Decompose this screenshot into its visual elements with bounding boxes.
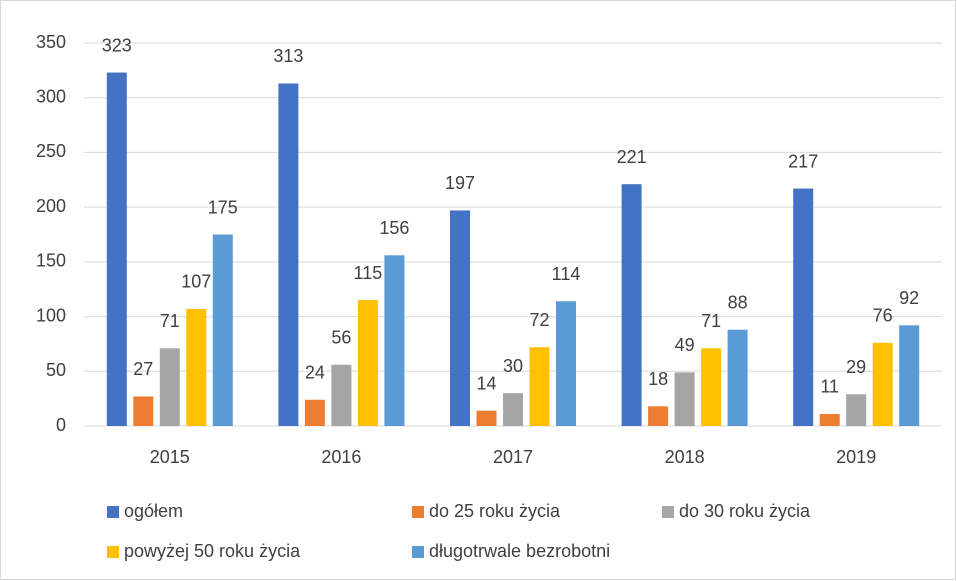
data-label: 217: [788, 151, 818, 171]
legend-swatch: [107, 506, 119, 518]
data-label: 323: [102, 35, 132, 55]
legend-label: do 30 roku życia: [679, 501, 811, 521]
bar: [106, 72, 127, 426]
y-tick-label: 0: [56, 415, 66, 435]
bar: [450, 210, 470, 426]
legend-swatch: [412, 546, 424, 558]
bar: [674, 372, 695, 426]
bar: [872, 342, 893, 426]
data-label: 29: [846, 357, 866, 377]
data-label: 18: [648, 369, 668, 389]
bar: [727, 329, 748, 426]
bar: [133, 396, 154, 426]
bar: [186, 308, 207, 426]
bar: [357, 300, 378, 426]
bar: [899, 325, 920, 426]
bar: [331, 364, 352, 426]
bar: [503, 393, 523, 426]
data-label: 175: [208, 197, 238, 217]
bar: [819, 413, 840, 426]
data-label: 49: [675, 335, 695, 355]
data-label: 88: [728, 292, 748, 312]
y-tick-label: 150: [36, 251, 66, 271]
x-tick-label: 2018: [665, 447, 705, 467]
y-tick-label: 100: [36, 305, 66, 325]
data-label: 221: [617, 147, 647, 167]
data-label: 72: [529, 310, 549, 330]
data-label: 24: [305, 362, 325, 382]
y-tick-label: 300: [36, 86, 66, 106]
data-label: 114: [552, 264, 581, 284]
data-label: 156: [379, 218, 409, 238]
data-label: 14: [476, 373, 496, 393]
data-label: 92: [899, 288, 919, 308]
data-label: 56: [331, 327, 351, 347]
data-label: 313: [273, 46, 303, 66]
x-tick-label: 2017: [493, 447, 533, 467]
data-label: 71: [160, 311, 180, 331]
bar: [621, 184, 642, 426]
bar: [793, 188, 814, 426]
legend-label: długotrwale bezrobotni: [429, 541, 610, 561]
legend-label: do 25 roku życia: [429, 501, 561, 521]
bar: [846, 394, 867, 426]
data-label: 30: [503, 356, 523, 376]
bar: [556, 301, 576, 426]
legend-label: ogółem: [124, 501, 183, 521]
bar: [304, 399, 325, 426]
x-tick-label: 2019: [836, 447, 876, 467]
legend-swatch: [412, 506, 424, 518]
y-tick-label: 350: [36, 32, 66, 52]
data-label: 107: [181, 272, 211, 292]
data-label: 115: [354, 263, 383, 283]
bar: [384, 255, 405, 426]
bar: [159, 348, 180, 426]
data-label: 197: [445, 173, 475, 193]
legend-label: powyżej 50 roku życia: [124, 541, 301, 561]
y-tick-label: 250: [36, 141, 66, 161]
bar: [278, 83, 299, 426]
bar: [476, 410, 497, 426]
data-label: 71: [701, 311, 721, 331]
legend-swatch: [662, 506, 674, 518]
y-tick-label: 200: [36, 196, 66, 216]
data-label: 76: [873, 306, 893, 326]
legend-swatch: [107, 546, 119, 558]
y-tick-label: 50: [46, 360, 66, 380]
bar: [529, 347, 550, 426]
data-label: 11: [820, 377, 839, 397]
x-tick-label: 2016: [321, 447, 361, 467]
bar: [212, 234, 233, 426]
data-label: 27: [133, 359, 153, 379]
bar: [701, 348, 722, 426]
x-tick-label: 2015: [150, 447, 190, 467]
bar: [648, 406, 669, 426]
